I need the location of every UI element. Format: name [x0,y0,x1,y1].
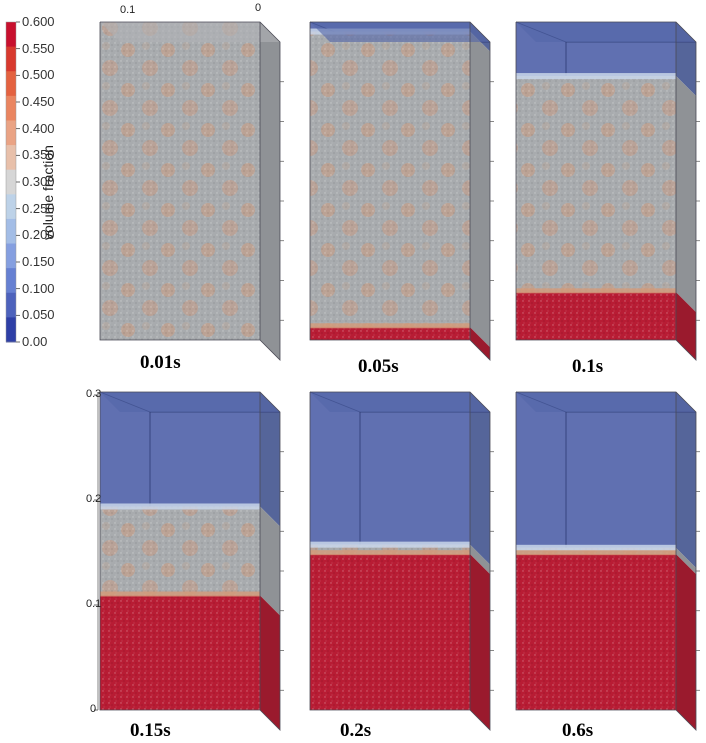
colorbar-tick-label: 0.100 [22,280,55,296]
mixed-region-side [676,76,696,313]
top-face [310,392,490,412]
packed-region-side [470,554,490,730]
left-axis-label-1: 0.2 [86,493,102,505]
colorbar-segment [6,194,16,220]
interface-band [516,544,676,551]
caption-panel-4: 0.15s [130,720,171,741]
mixed-region-side [260,506,280,616]
packed-region-texture [516,554,676,710]
panel-4 [99,391,284,731]
top-axis-label-left: 0.1 [120,4,136,16]
caption-panel-2: 0.05s [358,356,399,377]
packed-region-texture [310,327,470,340]
caption-panel-1: 0.01s [140,352,181,373]
colorbar-tick-label: 0.600 [22,14,55,29]
colorbar-tick-label: 0.00 [22,334,48,349]
mixed-region-side [470,544,490,575]
left-axis-label-2: 0.1 [86,598,102,610]
colorbar-segment [6,243,16,269]
colorbar-tick-label: 0.450 [22,94,55,109]
colorbar-tick-label: 0.150 [22,254,55,269]
colorbar-segment [6,22,16,48]
empty-region-side [260,392,280,527]
packed-region-side [676,554,696,730]
colorbar-segment [6,145,16,171]
colorbar-segment [6,317,16,343]
top-axis-label-right: 0 [255,2,262,14]
top-face [100,392,280,412]
packed-region-side [676,292,696,360]
mixed-region-texture [100,22,260,340]
packed-interface [310,323,470,329]
panel-1 [99,21,284,361]
empty-region [516,392,676,548]
colorbar-segment [6,95,16,121]
mixed-region-side [470,31,490,348]
empty-region [310,392,470,545]
mixed-region-texture [516,76,676,293]
panel-2 [309,21,494,361]
top-face [310,22,490,42]
packed-region-texture [100,595,260,710]
colorbar-segment [6,268,16,294]
packed-region-texture [516,292,676,340]
interface-band [516,73,676,80]
interface-band [100,503,260,510]
empty-region-side [470,392,490,565]
left-axis-label-0: 0.3 [86,388,102,400]
caption-panel-6: 0.6s [562,720,594,741]
colorbar-title: volume fraction [40,145,56,240]
colorbar-segment [6,169,16,195]
top-face [516,22,696,42]
packed-interface [310,550,470,556]
colorbar-segment [6,292,16,318]
colorbar-tick-label: 0.350 [22,147,55,163]
colorbar-tick-label: 0.300 [22,174,55,189]
colorbar-segment [6,71,16,97]
packed-interface [516,288,676,294]
colorbar-segment [6,46,16,72]
panels [94,21,700,731]
packed-region-texture [310,554,470,710]
colorbar-tick-label: 0.500 [22,67,55,83]
mixed-region-side [676,547,696,575]
colorbar-tick-label: 0.250 [22,200,55,216]
colorbar-tick-label: 0.050 [22,307,55,323]
mixed-region-texture [310,544,470,555]
colorbar-tick-label: 0.400 [22,120,55,136]
packed-region-side [470,327,490,360]
panel-3 [515,21,700,361]
mixed-region-texture [100,506,260,596]
packed-interface [100,591,260,597]
caption-panel-3: 0.1s [572,356,604,377]
panel-6 [515,391,700,731]
colorbar-segment [6,120,16,146]
left-axis-label-3: 0 [90,703,97,715]
colorbar-tick-label: 0.200 [22,227,55,243]
colorbar-tick-label: 0.550 [22,40,55,56]
top-face [516,392,696,412]
colorbar-segment [6,218,16,245]
colorbar [5,21,20,343]
mixed-region-texture [310,31,470,328]
caption-panel-5: 0.2s [340,720,372,741]
packed-interface [516,550,676,556]
interface-band [310,541,470,548]
mixed-region-side [260,22,280,360]
empty-region-side [676,392,696,568]
panel-5 [309,391,494,731]
top-face [100,22,280,42]
packed-region-side [260,595,280,730]
